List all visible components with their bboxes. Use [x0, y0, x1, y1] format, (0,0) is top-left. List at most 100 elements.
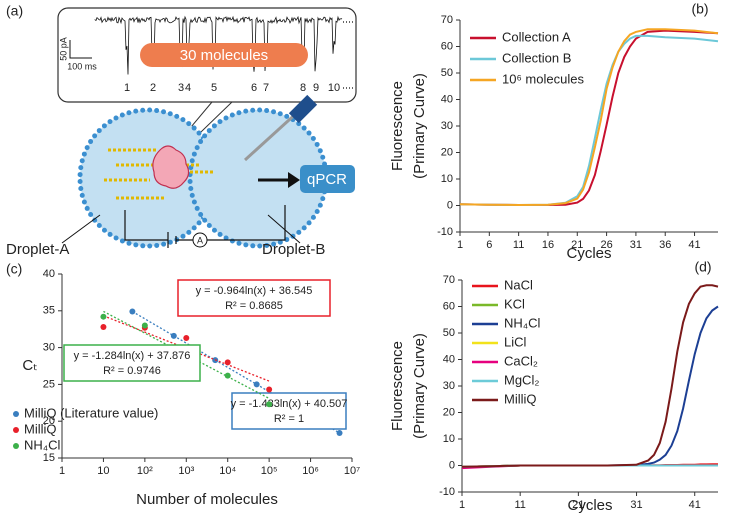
series-line: [459, 29, 719, 206]
x-tick-label: 10²: [137, 465, 153, 477]
y-tick-label: 0: [449, 459, 455, 471]
x-tick-label: 41: [688, 239, 700, 251]
y-tick-label: 20: [43, 415, 55, 427]
series-line: [459, 34, 719, 207]
panel-label: (b): [691, 1, 708, 17]
y-tick-label: 20: [443, 406, 455, 418]
event-number: 4: [185, 82, 191, 94]
legend-label: NaCl: [504, 277, 533, 292]
y-tick-label: 70: [443, 274, 455, 286]
event-number: 1: [124, 82, 130, 94]
y-tick-label: 70: [441, 14, 453, 26]
arrow-head: [288, 172, 300, 188]
x-tick-label: 31: [630, 499, 642, 511]
x-tick-label: 41: [689, 499, 701, 511]
scale-time: 100 ms: [67, 61, 97, 71]
legend-swatch: [13, 427, 19, 433]
fit-r2: R² = 0.9746: [103, 365, 161, 377]
circuit: [124, 205, 286, 248]
legend-label: 10⁶ molecules: [502, 71, 584, 86]
point: [253, 381, 260, 388]
x-tick-label: 21: [572, 499, 584, 511]
point: [141, 322, 148, 329]
legend-label: KCl: [504, 296, 525, 311]
fit-equation: y = -0.964ln(x) + 36.545: [196, 285, 313, 297]
y-tick-label: 60: [443, 300, 455, 312]
legend-label: MilliQ: [24, 421, 57, 436]
label-leader: [61, 214, 301, 244]
series-line: [461, 284, 719, 468]
ammeter: [192, 232, 208, 248]
legend-label: Collection A: [502, 29, 571, 44]
y-axis-label: Fluorescence: [389, 341, 406, 431]
fit-r2: R² = 1: [274, 413, 304, 425]
x-tick-label: 1: [59, 465, 65, 477]
y-tick-label: 30: [441, 120, 453, 132]
y-tick-label: 60: [441, 40, 453, 52]
y-axis-label: (Primary Curve): [411, 333, 428, 439]
event-number: 8: [300, 82, 306, 94]
x-axis-label: Cycles: [567, 497, 612, 513]
fit-r2: R² = 0.8685: [225, 300, 283, 312]
pipette: [288, 94, 318, 124]
point: [224, 372, 231, 379]
point: [224, 359, 231, 366]
molecule-count: 30 molecules: [180, 47, 268, 64]
panel-label: (a): [6, 3, 23, 19]
legend-label: MilliQ (Literature value): [24, 405, 158, 420]
panel-label: (c): [6, 261, 22, 277]
ammeter-label: A: [197, 235, 203, 245]
y-tick-label: 0: [447, 199, 453, 211]
diagram: (a) 50 pA 100 ms 30 molecules 1 2 3 4 5 …: [6, 3, 357, 258]
legend-label: MilliQ: [504, 391, 537, 406]
legend-swatch: [13, 443, 19, 449]
event-number: 9: [313, 82, 319, 94]
event-number: 3: [178, 82, 184, 94]
y-tick-label: 30: [443, 380, 455, 392]
x-tick-label: 1: [457, 239, 463, 251]
y-axis-label: Fluorescence: [389, 81, 406, 171]
y-tick-label: 50: [441, 67, 453, 79]
event-number: 5: [211, 82, 217, 94]
y-tick-label: 40: [441, 93, 453, 105]
y-tick-label: 50: [443, 327, 455, 339]
legend-label: NH₄Cl: [24, 437, 60, 452]
point: [266, 386, 273, 393]
y-tick-label: 40: [443, 353, 455, 365]
x-tick-label: 1: [459, 499, 465, 511]
event-number: 2: [150, 82, 156, 94]
y-tick-label: 10: [443, 433, 455, 445]
scale-bar: [69, 40, 92, 59]
scale-current: 50 pA: [58, 37, 68, 61]
x-axis-label: Cycles: [566, 245, 611, 262]
event-number: 10: [328, 82, 340, 94]
y-tick-label: 40: [43, 268, 55, 280]
event-number: 7: [263, 82, 269, 94]
molecule-badge: [140, 43, 308, 67]
qpcr-box: [300, 165, 355, 193]
pipette-tip: [243, 108, 302, 162]
y-tick-label: 20: [441, 146, 453, 158]
legend-label: LiCl: [504, 334, 527, 349]
x-tick-label: 11: [513, 239, 524, 251]
y-tick-label: 25: [43, 378, 55, 390]
series-line: [459, 28, 719, 207]
x-tick-label: 10⁷: [344, 465, 360, 477]
point: [170, 332, 177, 339]
legend-label: Collection B: [502, 50, 571, 65]
x-tick-label: 31: [630, 239, 642, 251]
x-tick-label: 21: [571, 239, 583, 251]
droplet-b-label: Droplet-B: [262, 241, 325, 258]
y-tick-label: -10: [437, 226, 453, 238]
x-tick-label: 11: [514, 499, 525, 511]
y-axis-label: Cₜ: [22, 357, 37, 374]
y-tick-label: 35: [43, 305, 55, 317]
x-tick-label: 10³: [178, 465, 194, 477]
y-tick-label: 30: [43, 342, 55, 354]
point: [100, 313, 107, 320]
point: [100, 323, 107, 330]
fit-box: [63, 344, 201, 382]
x-tick-label: 6: [486, 239, 492, 251]
legend-label: CaCl₂: [504, 353, 538, 368]
